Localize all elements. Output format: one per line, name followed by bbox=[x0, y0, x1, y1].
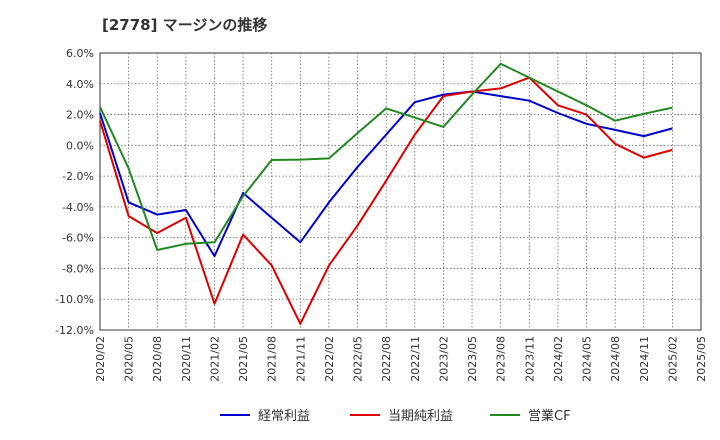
x-tick-label: 2021/02 bbox=[208, 336, 221, 382]
x-tick-label: 2022/02 bbox=[323, 336, 336, 382]
series-line-3 bbox=[99, 62, 673, 251]
y-tick-label: 4.0% bbox=[66, 78, 94, 91]
x-tick-label: 2023/11 bbox=[523, 336, 536, 382]
y-tick-label: 0.0% bbox=[66, 139, 94, 152]
series-line-1 bbox=[99, 90, 673, 258]
y-tick-label: -12.0% bbox=[55, 324, 94, 337]
legend-label: 営業CF bbox=[528, 408, 571, 424]
x-tick-label: 2024/02 bbox=[552, 336, 565, 382]
x-tick-label: 2021/08 bbox=[266, 336, 279, 382]
y-tick-label: -4.0% bbox=[62, 201, 94, 214]
x-tick-label: 2020/02 bbox=[94, 336, 107, 382]
axes: 6.0% 4.0% 2.0% 0.0% -2.0% -4.0% -6.0% -8.0% -10.… bbox=[55, 47, 708, 382]
x-tick-label: 2022/08 bbox=[380, 336, 393, 382]
y-tick-label: 2.0% bbox=[66, 109, 94, 122]
legend-label: 当期純利益 bbox=[388, 409, 453, 424]
series bbox=[99, 62, 673, 325]
x-tick-label: 2024/11 bbox=[638, 336, 651, 382]
y-tick-label: -8.0% bbox=[62, 262, 94, 275]
y-tick-label: -2.0% bbox=[62, 170, 94, 183]
series-line-2 bbox=[99, 76, 673, 325]
x-tick-label: 2023/08 bbox=[495, 336, 508, 382]
x-tick-label: 2020/08 bbox=[151, 336, 164, 382]
x-tick-label: 2025/02 bbox=[666, 336, 679, 382]
chart-title: [2778] マージンの推移 bbox=[102, 16, 268, 34]
grid bbox=[100, 53, 701, 330]
x-tick-label: 2020/11 bbox=[180, 336, 193, 382]
x-tick-label: 2022/05 bbox=[352, 336, 365, 382]
legend-label: 経常利益 bbox=[258, 409, 310, 424]
y-tick-label: 6.0% bbox=[66, 47, 94, 60]
x-tick-label: 2024/05 bbox=[581, 336, 594, 382]
y-tick-label: -6.0% bbox=[62, 232, 94, 245]
x-tick-label: 2020/05 bbox=[123, 336, 136, 382]
x-tick-label: 2024/08 bbox=[609, 336, 622, 382]
y-tick-label: -10.0% bbox=[55, 293, 94, 306]
plot-area bbox=[99, 52, 702, 331]
legend: 経常利益 当期純利益 営業CF bbox=[220, 408, 571, 424]
x-tick-label: 2021/05 bbox=[237, 336, 250, 382]
x-tick-label: 2022/11 bbox=[409, 336, 422, 382]
x-tick-label: 2025/05 bbox=[695, 336, 708, 382]
x-tick-label: 2021/11 bbox=[294, 336, 307, 382]
x-tick-label: 2023/05 bbox=[466, 336, 479, 382]
x-tick-label: 2023/02 bbox=[437, 336, 450, 382]
